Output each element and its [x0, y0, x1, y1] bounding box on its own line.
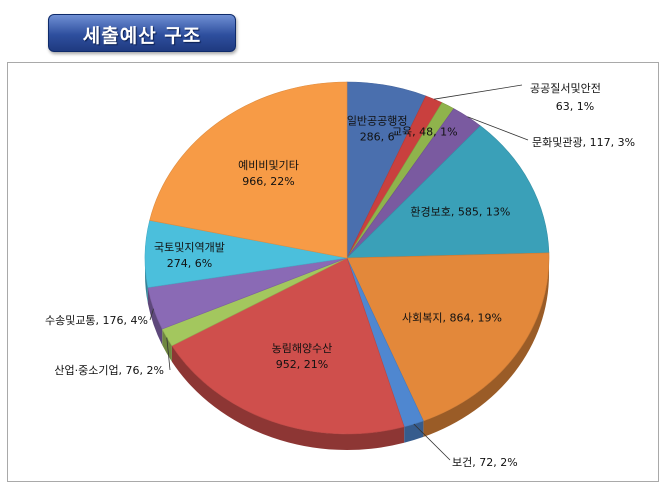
pie-slice-5	[346, 252, 550, 422]
slice-label-7: 농림해양수산	[272, 341, 333, 355]
leader-line-1	[433, 84, 523, 100]
slice-value-label-11: 966, 22%	[242, 175, 294, 188]
pie-side-8	[162, 329, 172, 362]
slice-value-label-7: 952, 21%	[276, 358, 328, 371]
slice-label-1: 공공질서및안전	[530, 82, 601, 95]
slice-label-9: 수송및교통, 176, 4%	[45, 314, 148, 327]
pie-side-group	[145, 258, 549, 451]
pie-side-5	[423, 258, 549, 437]
pie-slice-7	[171, 257, 405, 435]
slice-label-8: 산업·중소기업, 76, 2%	[54, 364, 164, 377]
pie-slice-4	[346, 125, 550, 259]
slice-label-5: 사회복지, 864, 19%	[402, 312, 502, 325]
pie-side-7	[171, 345, 405, 451]
leader-line-8	[166, 337, 171, 371]
leader-line-9	[149, 308, 154, 321]
pie-side-9	[147, 287, 163, 346]
slice-label-2: 교육, 48, 1%	[392, 125, 458, 138]
slice-label-6: 보건, 72, 2%	[452, 456, 518, 469]
page-title: 세출예산 구조	[82, 25, 202, 47]
slice-value-label-1: 63, 1%	[556, 100, 594, 113]
slice-label-0: 일반공공행정	[347, 114, 408, 128]
pie-side-6	[404, 420, 424, 443]
slice-label-4: 환경보호, 585, 13%	[410, 206, 510, 219]
slice-label-11: 예비비및기타	[238, 159, 299, 172]
pie-slice-11	[149, 81, 348, 259]
leader-line-3	[467, 116, 529, 141]
slice-label-3: 문화및관광, 117, 3%	[532, 136, 635, 149]
slice-value-label-0: 286, 6	[360, 131, 395, 144]
pie-top-group	[144, 81, 550, 435]
title-tab: 세출예산 구조	[48, 14, 236, 52]
slice-label-10: 국토및지역개발	[154, 241, 225, 254]
slice-value-label-10: 274, 6%	[167, 257, 212, 270]
leader-line-6	[413, 423, 451, 461]
